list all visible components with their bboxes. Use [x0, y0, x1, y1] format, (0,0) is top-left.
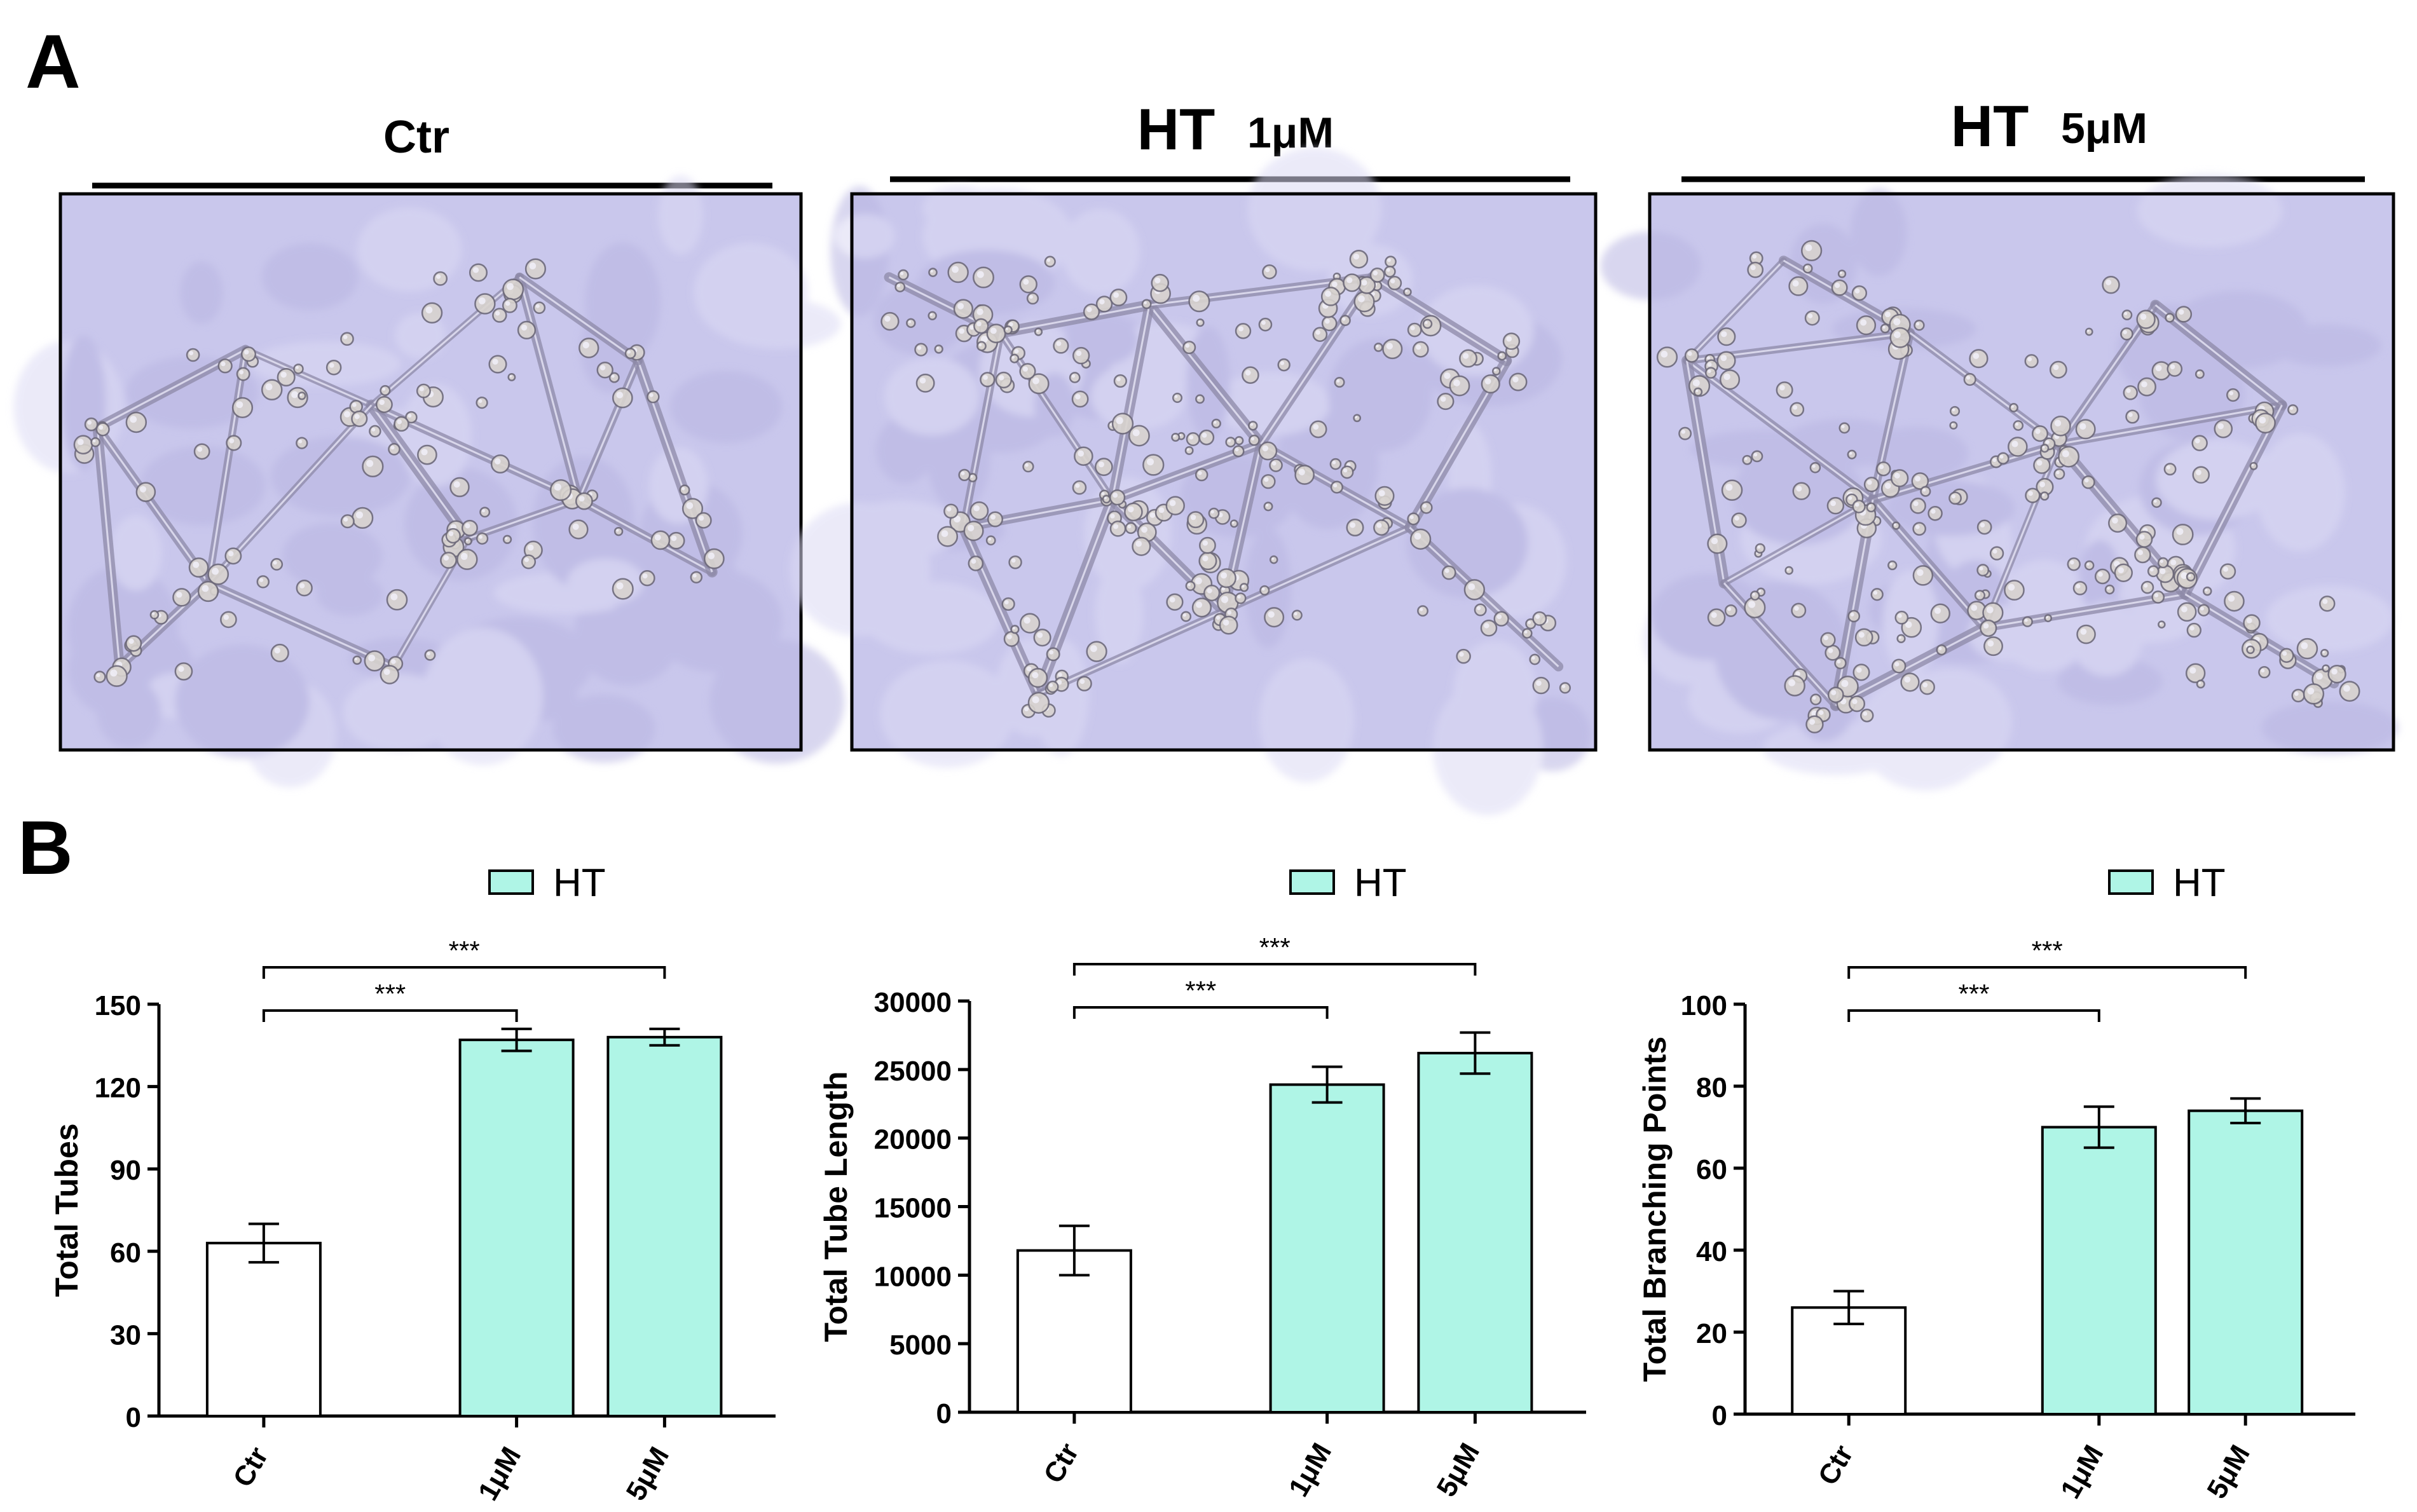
y-tick-label: 100	[1681, 990, 1727, 1021]
significance-label: ***	[449, 936, 480, 965]
y-tick-label: 0	[1712, 1400, 1727, 1431]
image-title-main: HT	[1951, 94, 2029, 159]
bar-1μM	[458, 1039, 575, 1418]
bar-Ctr	[1791, 1306, 1907, 1416]
microscopy-image	[1600, 174, 2399, 791]
y-tick-label: 25000	[874, 1056, 952, 1087]
y-tick-label: 60	[1696, 1154, 1727, 1185]
bar-chart-3: HT 0 20 40 60 80 100 Total Branching Points Ctr 1…	[1637, 861, 2355, 1504]
image-frame	[1648, 192, 2395, 752]
y-tick-label: 0	[936, 1398, 952, 1429]
y-tick-label: 15000	[874, 1193, 952, 1224]
image-title-ctr: Ctr	[383, 112, 449, 163]
significance-label: ***	[374, 979, 406, 1009]
y-tick-label: 10000	[874, 1261, 952, 1292]
y-tick-label: 60	[110, 1237, 141, 1269]
significance-bracket: ***	[1072, 932, 1477, 976]
bar-Ctr	[205, 1241, 322, 1417]
significance-bracket: ***	[1847, 936, 2247, 979]
y-tick-label: 90	[110, 1155, 141, 1186]
x-tick-label: Ctr	[227, 1442, 274, 1493]
y-tick-label: 30000	[874, 987, 952, 1018]
bar-5μM	[606, 1035, 723, 1417]
significance-bracket: ***	[262, 936, 666, 979]
image-title-main: Ctr	[383, 112, 449, 163]
cell-clusters	[880, 249, 1571, 719]
error-bar	[2230, 1097, 2261, 1125]
error-bar	[248, 1222, 279, 1264]
significance-bracket: ***	[262, 979, 518, 1022]
legend-label: HT	[1354, 861, 1407, 905]
panel-label-b: B	[18, 805, 73, 890]
error-bar	[2083, 1105, 2114, 1149]
legend-label: HT	[2173, 861, 2226, 905]
x-tick-label: 1μM	[472, 1442, 527, 1506]
panel-label-a: A	[25, 19, 81, 104]
legend-swatch	[488, 869, 534, 895]
y-axis-label: Total Tube Length	[818, 1072, 854, 1342]
significance-label: ***	[1185, 976, 1216, 1005]
significance-bracket: ***	[1072, 976, 1329, 1019]
legend: HT	[1289, 861, 1407, 905]
x-tick-label: Ctr	[1812, 1440, 1859, 1491]
error-bar	[1311, 1065, 1343, 1104]
bar-chart-2: HT 0 5000 10000 15000 20000 25000 30000 Total Tu…	[818, 861, 1586, 1502]
x-tick-label: Ctr	[1037, 1438, 1085, 1489]
significance-label: ***	[1259, 932, 1291, 962]
legend-swatch	[1289, 869, 1335, 895]
y-axis-label: Total Tubes	[49, 1123, 85, 1297]
significance-bracket: ***	[1847, 979, 2100, 1022]
y-tick-label: 80	[1696, 1072, 1727, 1103]
error-bar	[649, 1027, 680, 1047]
y-tick-label: 20	[1696, 1318, 1727, 1349]
image-frame	[850, 192, 1598, 752]
error-bar	[1833, 1290, 1865, 1326]
significance-label: ***	[2032, 936, 2063, 965]
y-tick-label: 0	[126, 1402, 141, 1433]
y-tick-label: 20000	[874, 1124, 952, 1155]
legend-label: HT	[553, 861, 606, 905]
error-bar	[501, 1027, 532, 1052]
image-frame	[58, 192, 803, 752]
image-title-main: HT	[1137, 97, 1215, 162]
y-tick-label: 30	[110, 1319, 141, 1351]
bar-Ctr	[1016, 1249, 1132, 1413]
x-tick-label: 1μM	[1283, 1438, 1338, 1502]
image-title-sub: 5μM	[2061, 104, 2147, 153]
y-tick-label: 150	[95, 990, 141, 1021]
y-axis-label: Total Branching Points	[1637, 1037, 1673, 1382]
y-tick-label: 5000	[889, 1330, 952, 1361]
cell-clusters	[1656, 240, 2360, 733]
image-title-ht-1um: HT 1μM	[1137, 97, 1334, 162]
x-tick-label: 5μM	[1431, 1438, 1486, 1502]
legend: HT	[488, 861, 606, 905]
error-bar	[1460, 1031, 1491, 1075]
microscopy-image	[790, 147, 1598, 815]
significance-label: ***	[1958, 979, 1989, 1009]
bar-1μM	[1269, 1083, 1385, 1413]
y-tick-label: 40	[1696, 1236, 1727, 1267]
bar-chart-1: HT 0 30 60 90 120 150 Total Tubes Ctr 1μM 5μM *** **…	[49, 861, 776, 1506]
bar-5μM	[2188, 1109, 2304, 1415]
error-bar	[1058, 1224, 1090, 1277]
x-tick-label: 1μM	[2055, 1440, 2109, 1504]
image-title-ht-5um: HT 5μM	[1951, 94, 2147, 159]
legend-swatch	[2108, 869, 2154, 895]
bar-1μM	[2041, 1126, 2157, 1415]
bar-5μM	[1417, 1051, 1533, 1414]
cell-clusters	[73, 258, 725, 687]
legend: HT	[2108, 861, 2226, 905]
x-tick-label: 5μM	[620, 1442, 675, 1506]
microscopy-image	[13, 175, 844, 787]
y-tick-label: 120	[95, 1073, 141, 1104]
x-tick-label: 5μM	[2201, 1440, 2256, 1504]
